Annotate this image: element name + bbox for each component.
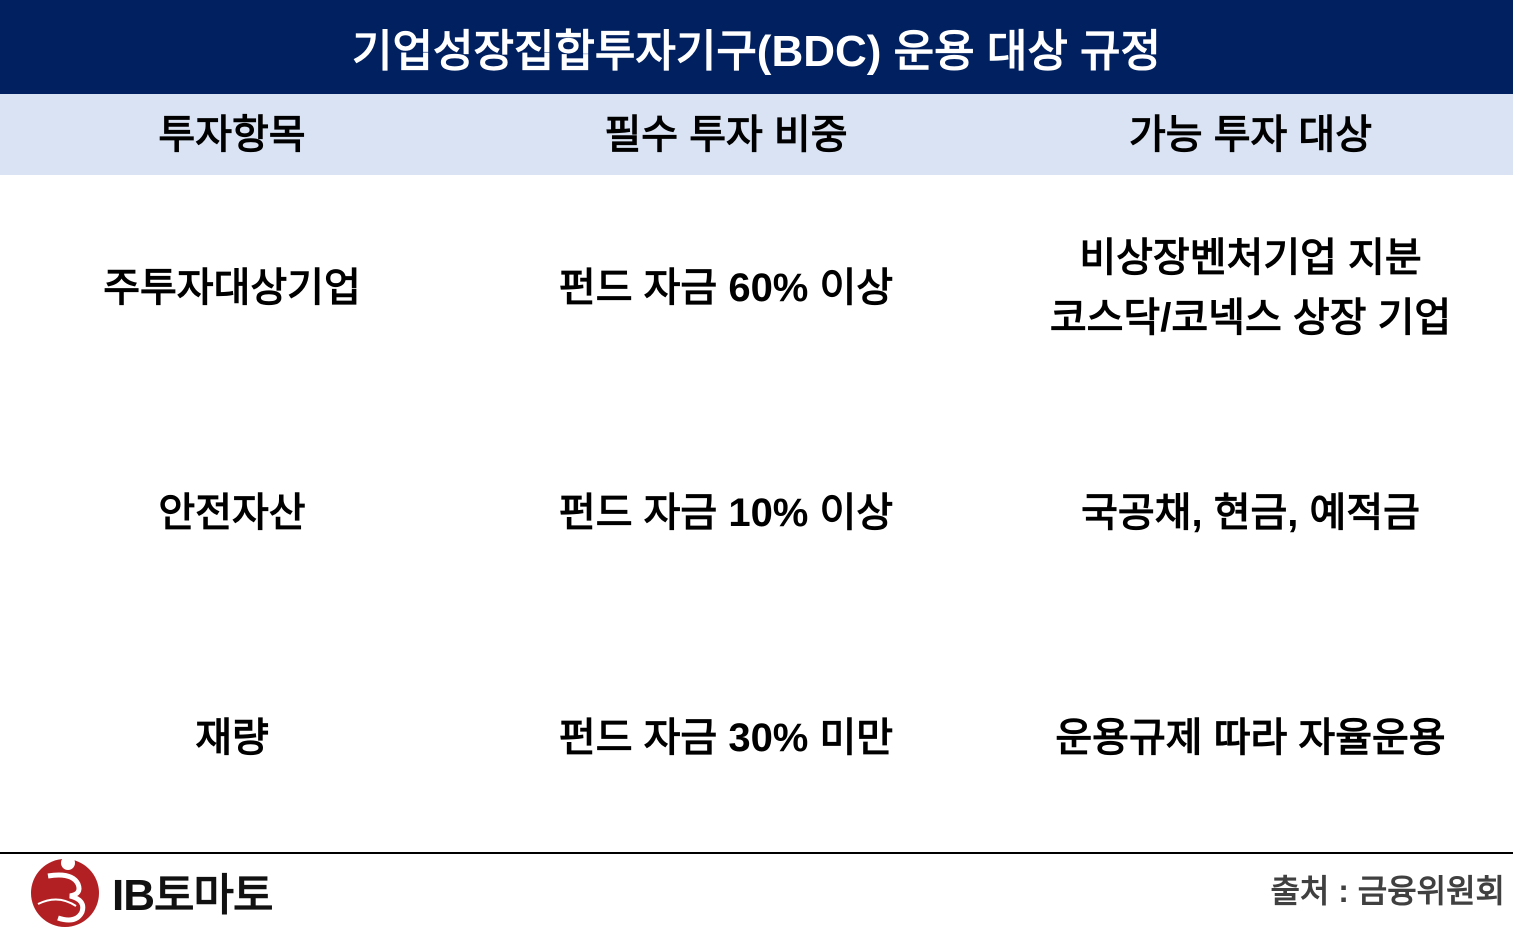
target-line: 비상장벤처기업 지분 xyxy=(1079,235,1422,280)
column-header-ratio: 필수 투자 비중 xyxy=(604,112,848,157)
table-cell-ratio: 펀드 자금 30% 미만 xyxy=(558,716,894,760)
table-cell-ratio: 펀드 자금 60% 이상 xyxy=(558,265,894,310)
table-cell-ratio: 펀드 자금 10% 이상 xyxy=(558,491,894,535)
ibtomato-logo: IB토마토 xyxy=(28,855,273,927)
table-cell-targets: 비상장벤처기업 지분 코스닥/코넥스 상장 기업 xyxy=(988,200,1513,375)
table-cell-item: 안전자산 xyxy=(158,491,306,535)
table-cell-item: 재량 xyxy=(195,716,269,760)
column-header-targets: 가능 투자 대상 xyxy=(1128,112,1373,157)
logo-emblem-icon xyxy=(31,856,99,927)
table-cell-targets: 국공채, 현금, 예적금 xyxy=(1081,491,1420,535)
table-cell-targets: 운용규제 따라 자율운용 xyxy=(1055,716,1446,760)
target-line: 코스닥/코넥스 상장 기업 xyxy=(1049,295,1452,340)
column-header-item: 투자항목 xyxy=(158,112,306,157)
logo-text: IB토마토 xyxy=(112,871,273,920)
table-cell-item: 주투자대상기업 xyxy=(103,265,361,310)
table-header xyxy=(0,94,1513,175)
footer-divider xyxy=(0,852,1513,854)
source-note: 출처 : 금융위원회 xyxy=(1270,873,1505,909)
page-title: 기업성장집합투자기구(BDC) 운용 대상 규정 xyxy=(0,0,1513,94)
